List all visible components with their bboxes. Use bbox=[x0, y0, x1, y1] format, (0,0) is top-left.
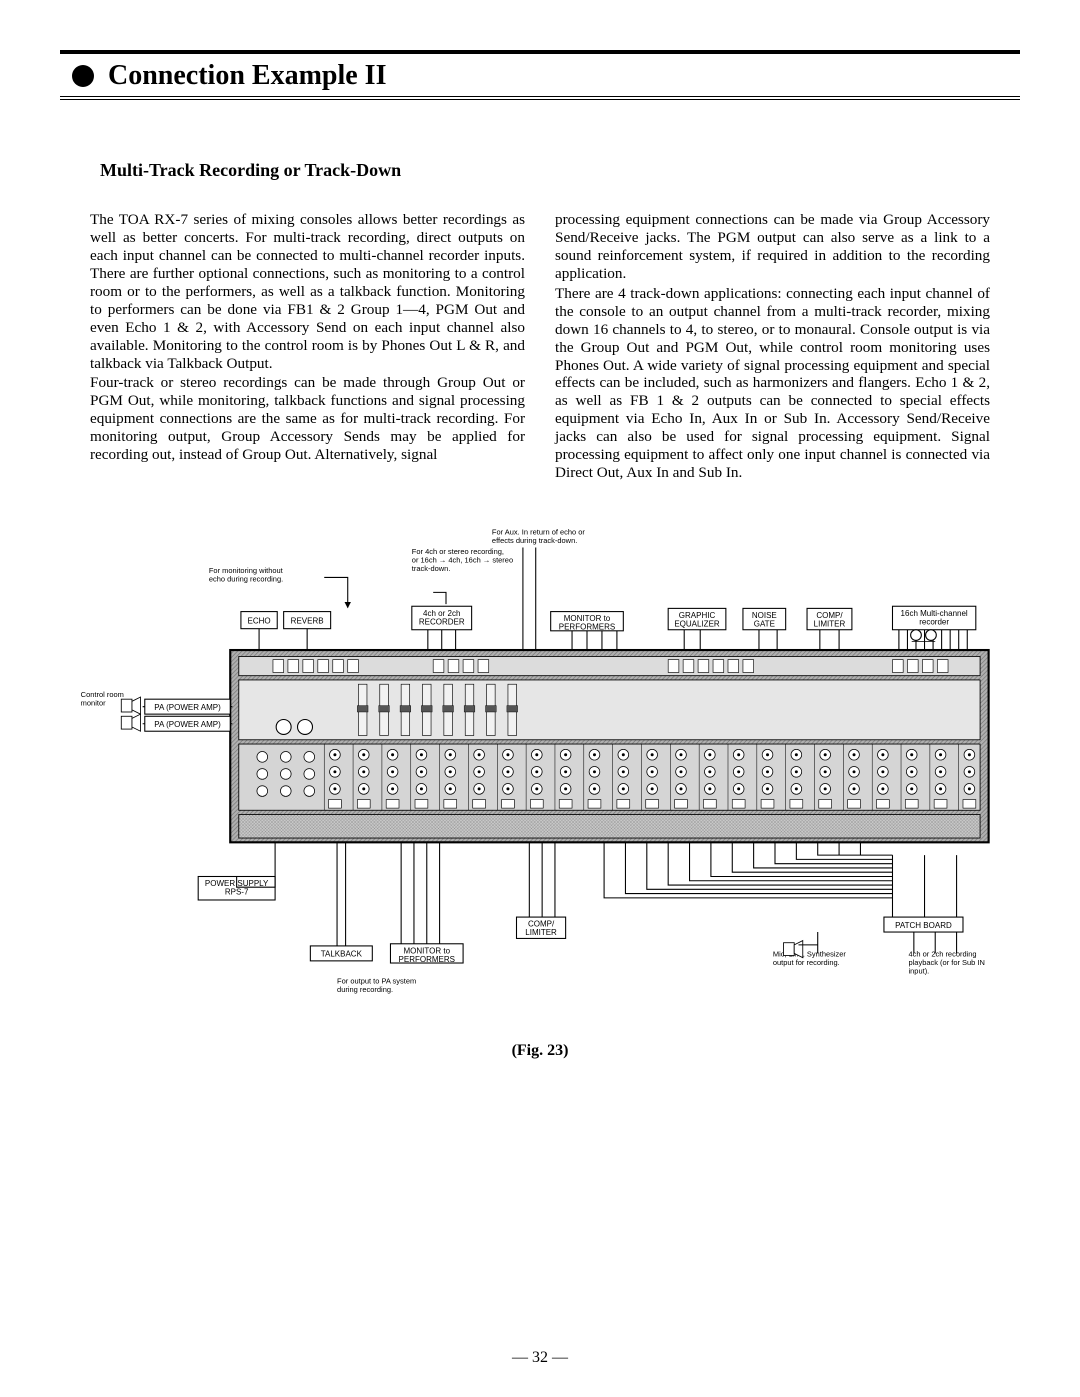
svg-text:effects during track-down.: effects during track-down. bbox=[492, 536, 577, 545]
svg-text:GATE: GATE bbox=[754, 620, 775, 629]
svg-text:echo during recording.: echo during recording. bbox=[209, 575, 283, 584]
page-number: — 32 — bbox=[0, 1349, 1080, 1367]
header-title: Connection Example II bbox=[108, 60, 386, 92]
svg-text:REVERB: REVERB bbox=[291, 616, 324, 625]
body-text: The TOA RX-7 series of mixing consoles a… bbox=[90, 211, 990, 484]
section-title: Multi-Track Recording or Track-Down bbox=[100, 160, 1020, 181]
tape-reel-icon bbox=[911, 630, 937, 642]
svg-text:monitor: monitor bbox=[81, 699, 106, 708]
wiring-lines-bottom bbox=[237, 842, 957, 953]
figure-caption: (Fig. 23) bbox=[70, 1042, 1010, 1060]
svg-text:PA (POWER AMP): PA (POWER AMP) bbox=[154, 720, 221, 729]
svg-text:LIMITER: LIMITER bbox=[525, 928, 557, 937]
svg-text:TALKBACK: TALKBACK bbox=[321, 950, 363, 959]
figure-23: PA (POWER AMP)PA (POWER AMP) ECHOREVERB4… bbox=[70, 524, 1010, 1060]
header-bullet-icon bbox=[72, 65, 94, 87]
svg-text:PATCH BOARD: PATCH BOARD bbox=[895, 921, 952, 930]
paragraph: processing equipment connections can be … bbox=[555, 211, 990, 283]
svg-text:RECORDER: RECORDER bbox=[419, 617, 465, 626]
svg-text:track-down.: track-down. bbox=[412, 564, 451, 573]
column-right: processing equipment connections can be … bbox=[555, 211, 990, 484]
wiring-lines-top bbox=[259, 548, 967, 653]
top-equipment-boxes: ECHOREVERB4ch or 2chRECORDERMONITOR toPE… bbox=[241, 606, 976, 631]
svg-text:PERFORMERS: PERFORMERS bbox=[559, 623, 615, 632]
left-pa-section: PA (POWER AMP) PA (POWER AMP) bbox=[145, 699, 230, 731]
page-header: Connection Example II bbox=[60, 50, 1020, 100]
paragraph: Four-track or stereo recordings can be m… bbox=[90, 374, 525, 464]
svg-text:PA (POWER AMP): PA (POWER AMP) bbox=[154, 703, 221, 712]
mixing-console bbox=[230, 650, 988, 842]
svg-text:output for recording.: output for recording. bbox=[773, 958, 840, 967]
svg-text:during recording.: during recording. bbox=[337, 985, 393, 994]
paragraph: There are 4 track-down applications: con… bbox=[555, 285, 990, 482]
svg-text:input).: input). bbox=[909, 967, 930, 976]
connection-diagram: PA (POWER AMP)PA (POWER AMP) ECHOREVERB4… bbox=[70, 524, 1010, 1026]
svg-text:EQUALIZER: EQUALIZER bbox=[674, 620, 720, 629]
svg-text:RPS-7: RPS-7 bbox=[225, 888, 249, 897]
column-left: The TOA RX-7 series of mixing consoles a… bbox=[90, 211, 525, 484]
paragraph: The TOA RX-7 series of mixing consoles a… bbox=[90, 211, 525, 372]
svg-text:recorder: recorder bbox=[919, 617, 949, 626]
svg-text:ECHO: ECHO bbox=[248, 616, 271, 625]
svg-text:LIMITER: LIMITER bbox=[814, 620, 846, 629]
svg-text:PERFORMERS: PERFORMERS bbox=[399, 955, 455, 964]
